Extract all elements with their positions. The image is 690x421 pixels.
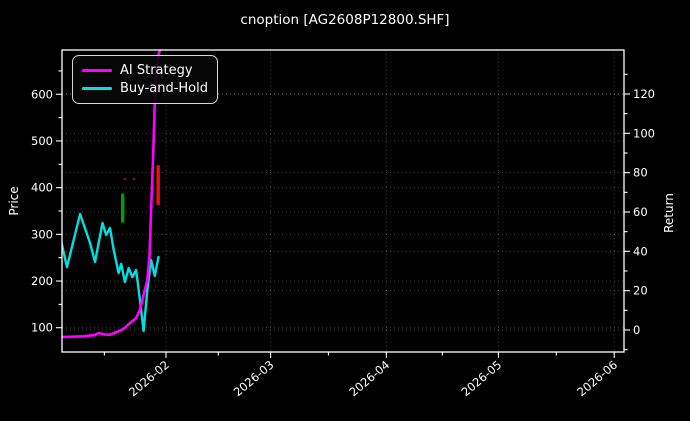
price-bars [120, 165, 160, 223]
price-tick-label: 600 [31, 87, 53, 101]
axis-ticks [56, 70, 630, 358]
left-axis-label: Price [7, 186, 21, 216]
return-tick-label: 80 [633, 166, 648, 180]
legend-item-buy-and-hold: Buy-and-Hold [82, 81, 208, 96]
date-tick-label: 2026-05 [459, 358, 505, 400]
return-tick-label: 120 [633, 87, 655, 101]
date-tick-label: 2026-03 [231, 358, 277, 400]
ai-strategy-line [62, 50, 162, 339]
return-tick-label: 40 [633, 244, 648, 258]
legend-label-ai-strategy: AI Strategy [120, 62, 193, 78]
legend-item-ai-strategy: AI Strategy [82, 63, 208, 78]
chart-title: cnoption [AG2608P12800.SHF] [240, 12, 450, 28]
price-tick-label: 400 [31, 181, 53, 195]
date-tick-label: 2026-02 [126, 358, 172, 400]
price-tick-label: 200 [31, 274, 53, 288]
legend-label-buy-and-hold: Buy-and-Hold [119, 81, 208, 97]
buy-and-hold-line [62, 212, 160, 333]
axes-border [61, 49, 625, 353]
price-tick-label: 500 [31, 134, 53, 148]
buy-and-hold-line-swatch [82, 87, 112, 91]
return-tick-label: 60 [633, 205, 648, 219]
return-tick-label: 0 [633, 323, 640, 337]
date-tick-label: 2026-06 [574, 358, 620, 400]
price-tick-label: 100 [31, 321, 53, 335]
return-tick-label: 100 [633, 126, 655, 140]
legend: AI Strategy Buy-and-Hold [72, 55, 218, 104]
return-tick-label: 20 [633, 284, 648, 298]
price-tick-label: 300 [31, 227, 53, 241]
ai-strategy-line-swatch [82, 68, 112, 72]
right-axis-label: Return [662, 193, 676, 233]
date-tick-label: 2026-04 [346, 358, 392, 400]
grid [62, 50, 624, 352]
